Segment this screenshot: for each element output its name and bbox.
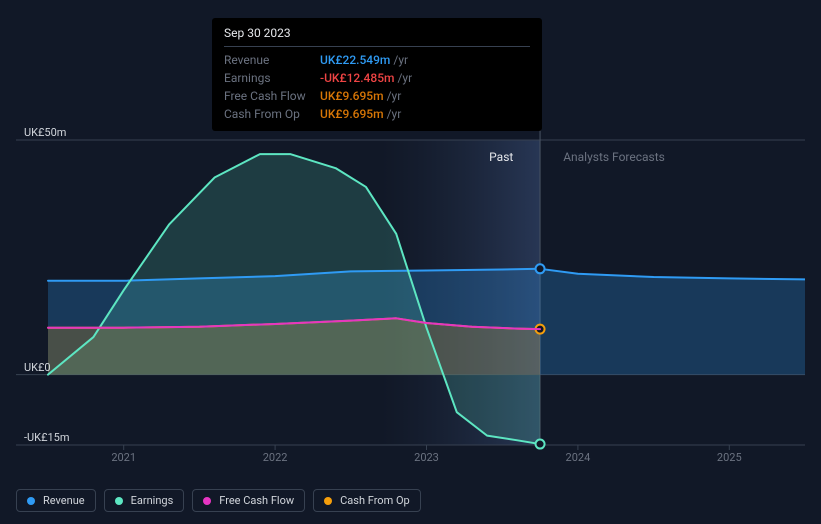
tooltip-row-value: UK£9.695m	[320, 89, 384, 103]
period-label: Past	[489, 150, 513, 164]
legend-dot-icon	[203, 497, 211, 505]
tooltip-row: Free Cash FlowUK£9.695m/yr	[224, 87, 530, 105]
tooltip-row-label: Earnings	[224, 71, 320, 85]
period-label: Analysts Forecasts	[563, 150, 665, 164]
tooltip-row-unit: /yr	[393, 53, 408, 67]
legend-item[interactable]: Cash From Op	[313, 489, 421, 512]
y-axis-label: -UK£15m	[24, 431, 69, 444]
tooltip-row-label: Free Cash Flow	[224, 89, 320, 103]
tooltip: Sep 30 2023 RevenueUK£22.549m/yrEarnings…	[212, 18, 542, 131]
legend-item[interactable]: Free Cash Flow	[192, 489, 305, 512]
legend-dot-icon	[324, 497, 332, 505]
x-axis-label: 2024	[566, 451, 591, 464]
legend: Revenue Earnings Free Cash Flow Cash From O…	[16, 489, 421, 512]
chart-svg[interactable]	[16, 120, 805, 450]
tooltip-date: Sep 30 2023	[224, 26, 530, 47]
legend-dot-icon	[27, 497, 35, 505]
tooltip-row: Earnings-UK£12.485m/yr	[224, 69, 530, 87]
y-axis-label: UK£0	[24, 361, 51, 374]
x-axis-label: 2023	[414, 451, 439, 464]
legend-item-label: Cash From Op	[340, 494, 410, 507]
legend-item-label: Earnings	[131, 494, 174, 507]
legend-item-label: Free Cash Flow	[219, 494, 294, 507]
tooltip-row-value: UK£9.695m	[320, 107, 384, 121]
tooltip-row-unit: /yr	[387, 107, 402, 121]
legend-item[interactable]: Earnings	[104, 489, 185, 512]
tooltip-row: Cash From OpUK£9.695m/yr	[224, 105, 530, 123]
tooltip-row-value: UK£22.549m	[320, 53, 390, 67]
tooltip-row-value: -UK£12.485m	[320, 71, 394, 85]
tooltip-row: RevenueUK£22.549m/yr	[224, 51, 530, 69]
legend-item[interactable]: Revenue	[16, 489, 96, 512]
legend-dot-icon	[115, 497, 123, 505]
x-axis-label: 2021	[111, 451, 136, 464]
y-axis-label: UK£50m	[24, 126, 66, 139]
chart-area: UK£50mUK£0-UK£15mPastAnalysts Forecasts2…	[16, 120, 805, 450]
x-axis-label: 2022	[263, 451, 288, 464]
legend-item-label: Revenue	[43, 494, 85, 507]
tooltip-row-unit: /yr	[397, 71, 412, 85]
tooltip-row-unit: /yr	[387, 89, 402, 103]
tooltip-row-label: Revenue	[224, 53, 320, 67]
x-axis-label: 2025	[717, 451, 742, 464]
tooltip-row-label: Cash From Op	[224, 107, 320, 121]
